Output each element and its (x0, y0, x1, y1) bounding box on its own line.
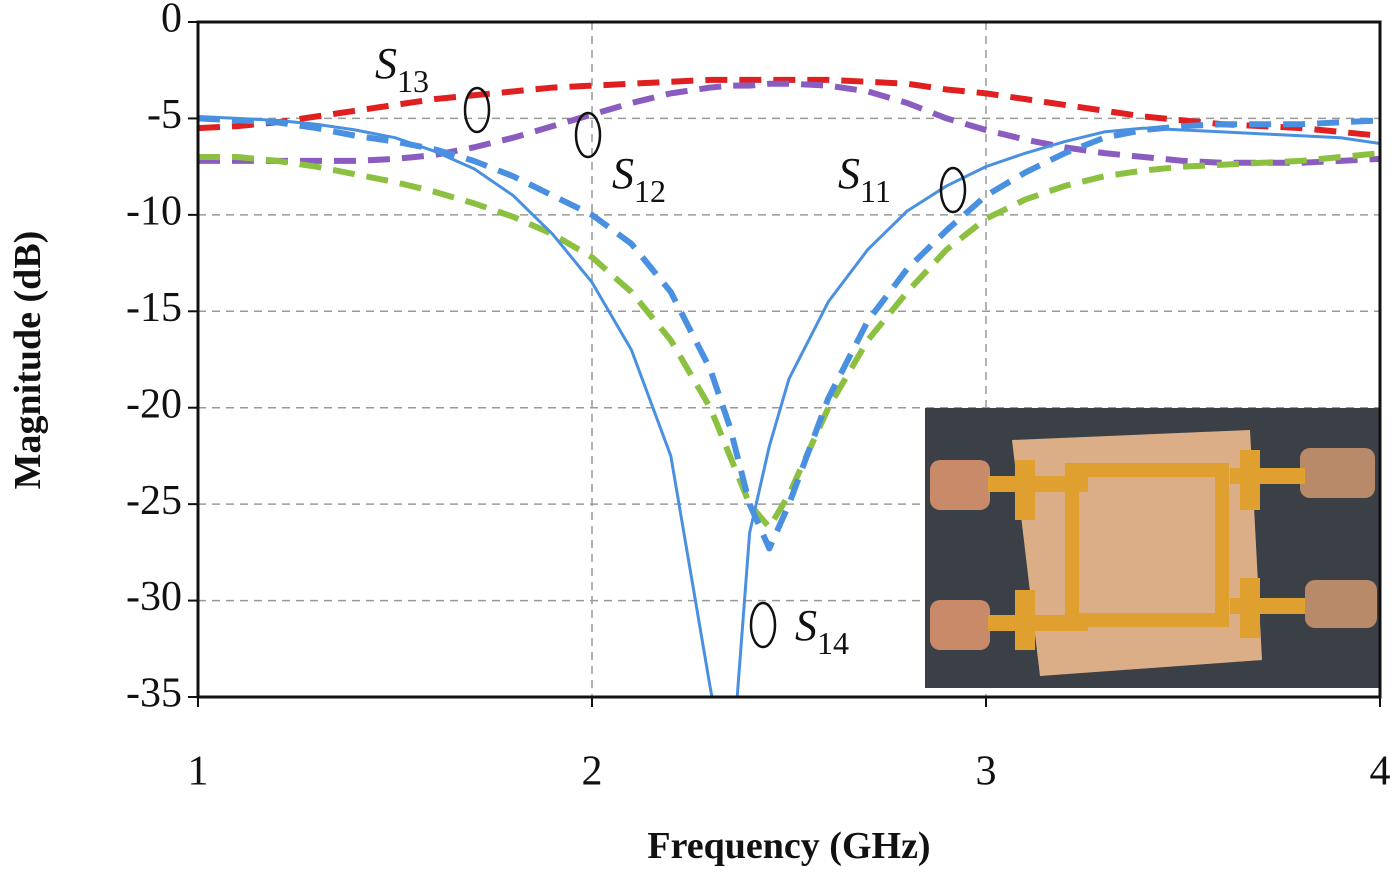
annotation-subscript: 14 (817, 625, 849, 661)
y-axis-title: Magnitude (dB) (7, 231, 49, 490)
y-tick-label: -35 (126, 671, 182, 717)
series-line (198, 76, 1380, 139)
x-tick-label: 3 (976, 749, 997, 795)
series-line (198, 115, 1380, 697)
annotation-symbol: S (838, 149, 860, 198)
inset-photo (925, 408, 1380, 688)
series-line (198, 80, 1380, 166)
annotation-subscript: 11 (860, 173, 891, 209)
annotation-symbol: S (795, 601, 817, 650)
annotation-symbol: S (375, 39, 397, 88)
y-tick-label: -20 (126, 381, 182, 427)
y-tick-label: -10 (126, 188, 182, 234)
y-tick-label: -30 (126, 574, 182, 620)
y-tick-label: -5 (147, 92, 182, 138)
annotation-label: S13 (375, 39, 429, 99)
annotation-ellipse (749, 601, 777, 649)
annotation-subscript: 12 (634, 173, 666, 209)
y-tick-label: 0 (161, 0, 182, 42)
annotation-subscript: 13 (397, 63, 429, 99)
x-tick-label: 2 (582, 749, 603, 795)
y-tick-label: -15 (126, 285, 182, 331)
lines (198, 76, 1380, 697)
series-line (198, 150, 1380, 531)
x-tick-label: 4 (1370, 749, 1391, 795)
y-tick-label: -25 (126, 478, 182, 524)
annotation-label: S11 (838, 149, 891, 209)
annotation-ellipse (463, 86, 491, 134)
annotation-label: S14 (795, 601, 849, 661)
x-tick-label: 1 (188, 749, 209, 795)
annotation-ellipse (574, 111, 602, 159)
annotation-label: S12 (612, 149, 666, 209)
annotation-ellipse (939, 166, 967, 214)
plot-frame (196, 20, 1382, 699)
series-line (198, 115, 1380, 552)
annotation-symbol: S (612, 149, 634, 198)
x-axis-title: Frequency (GHz) (647, 825, 930, 867)
